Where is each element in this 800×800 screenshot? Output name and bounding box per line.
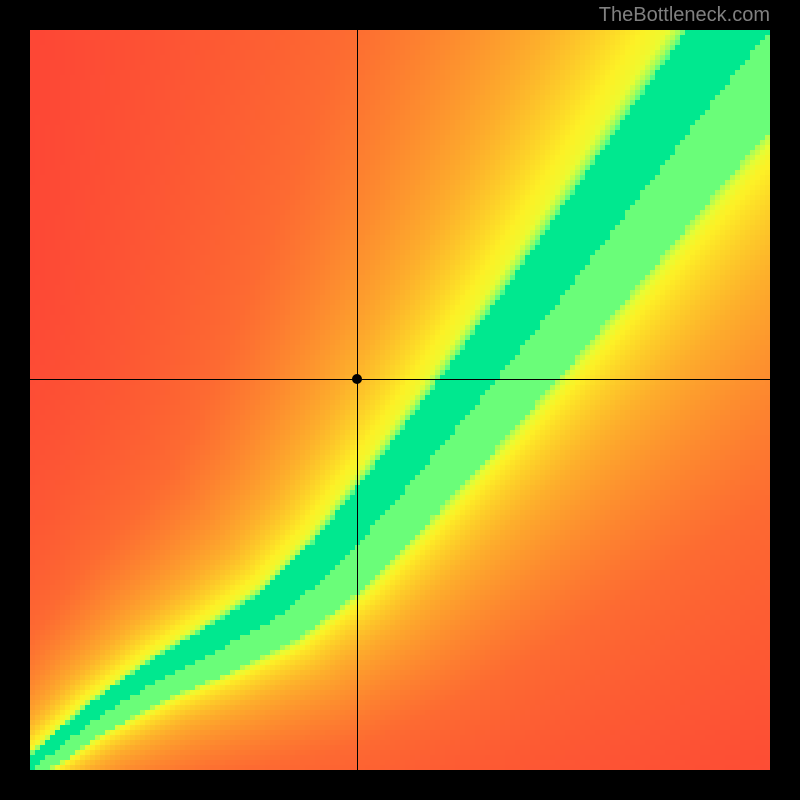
crosshair-vertical — [357, 30, 358, 770]
selection-marker — [352, 374, 362, 384]
heatmap-canvas — [30, 30, 770, 770]
chart-container: { "watermark": "TheBottleneck.com", "lay… — [0, 0, 800, 800]
plot-area — [30, 30, 770, 770]
crosshair-horizontal — [30, 379, 770, 380]
watermark-text: TheBottleneck.com — [599, 4, 770, 27]
